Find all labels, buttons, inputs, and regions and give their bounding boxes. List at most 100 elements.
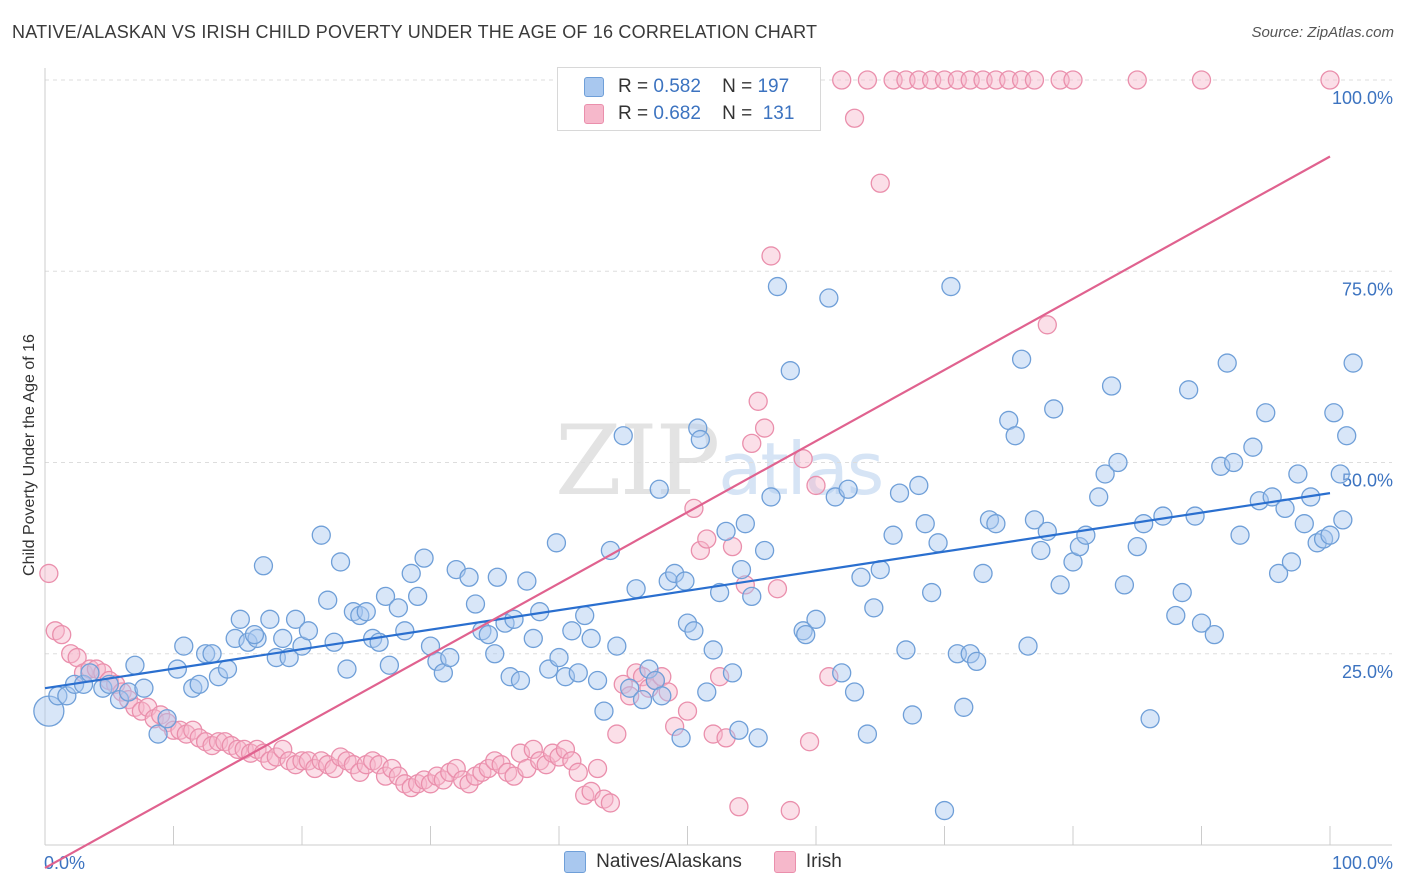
y-tick-label: 100.0%: [1332, 88, 1393, 108]
data-point-native: [703, 640, 723, 660]
legend-row-natives: R = 0.582 N = 197: [584, 75, 789, 99]
data-point-native: [1288, 464, 1308, 484]
data-point-native: [1204, 624, 1224, 645]
data-point-irish: [446, 758, 466, 779]
data-point-irish: [433, 770, 454, 790]
data-point-native: [375, 586, 396, 607]
data-point-native: [729, 720, 749, 740]
data-point-irish: [1024, 70, 1045, 90]
data-point-native: [1223, 452, 1244, 473]
data-point-native: [722, 663, 743, 683]
data-point-native: [1320, 525, 1340, 545]
data-point-native: [915, 514, 935, 534]
data-point-irish: [1320, 70, 1340, 90]
data-point-irish: [799, 732, 820, 752]
data-point-native: [1089, 487, 1109, 507]
data-point-native: [1153, 506, 1173, 526]
data-point-native: [253, 556, 274, 576]
data-point-irish: [607, 724, 627, 744]
trend-line-irish: [44, 155, 1331, 869]
bottom-legend-swatch-blue: [564, 851, 587, 873]
data-point-native: [1031, 540, 1051, 561]
data-point-native: [587, 670, 608, 691]
source-label: Source: ZipAtlas.com: [1251, 24, 1394, 41]
data-point-native: [688, 418, 708, 438]
data-point-native: [671, 728, 691, 748]
data-point-native: [864, 598, 884, 618]
bottom-legend-label-natives: Natives/Alaskans: [596, 851, 742, 872]
data-point-native: [388, 598, 409, 618]
data-point-irish: [806, 475, 826, 496]
legend-r-label: R =: [618, 103, 649, 124]
data-point-irish: [523, 739, 543, 760]
data-point-native: [1185, 506, 1205, 526]
data-point-native: [1172, 582, 1192, 603]
data-point-native: [658, 571, 678, 591]
data-point-native: [311, 525, 331, 545]
data-point-native: [1114, 575, 1135, 595]
data-point-irish: [491, 755, 511, 775]
data-point-native: [731, 559, 752, 580]
legend-r-value: 0.682: [653, 103, 701, 124]
data-point-irish: [780, 800, 800, 821]
data-point-native: [665, 563, 685, 584]
data-point-native: [1044, 399, 1064, 419]
data-point-irish: [1037, 315, 1057, 335]
data-point-native: [230, 609, 250, 629]
data-point-native: [709, 582, 730, 603]
data-point-irish: [754, 418, 775, 438]
data-point-native: [500, 667, 520, 687]
data-point-native: [401, 563, 421, 584]
data-point-native: [298, 621, 319, 641]
data-point-native: [279, 647, 299, 668]
data-point-native: [395, 621, 415, 641]
data-point-native: [960, 644, 980, 664]
data-point-native: [356, 602, 376, 622]
data-point-native: [379, 655, 400, 675]
data-point-native: [260, 609, 280, 629]
data-point-native: [986, 514, 1006, 534]
data-point-native: [485, 644, 505, 664]
data-point-irish: [388, 766, 409, 786]
data-point-irish: [39, 563, 59, 584]
data-point-native: [941, 276, 961, 297]
chart-title: NATIVE/ALASKAN VS IRISH CHILD POVERTY UN…: [12, 22, 818, 42]
legend-n-label: N =: [722, 103, 753, 124]
data-point-native: [80, 663, 100, 683]
data-point-native: [546, 533, 567, 553]
bottom-legend-irish: Irish: [773, 851, 842, 873]
data-point-native: [973, 563, 993, 584]
data-point-irish: [350, 762, 370, 782]
data-point-native: [1134, 514, 1154, 534]
data-point-native: [796, 624, 816, 645]
data-point-native: [896, 640, 916, 660]
data-point-native: [639, 659, 659, 679]
data-point-native: [851, 567, 871, 587]
legend-r-value: 0.582: [653, 76, 701, 97]
data-point-native: [318, 590, 338, 610]
data-point-native: [568, 663, 588, 683]
data-point-native: [754, 540, 775, 561]
data-point-native: [902, 705, 923, 725]
data-point-native: [330, 552, 351, 572]
bottom-legend-label-irish: Irish: [805, 851, 842, 872]
data-point-irish: [1063, 70, 1083, 90]
data-point-native: [1095, 464, 1115, 484]
data-point-native: [922, 582, 942, 603]
data-point-native: [1294, 514, 1314, 534]
data-point-native: [675, 571, 695, 591]
data-point-native: [504, 609, 524, 629]
data-point-native: [716, 521, 736, 541]
data-point-native: [1024, 510, 1045, 530]
legend-swatch-blue: [584, 77, 604, 97]
data-point-native: [697, 682, 717, 702]
data-point-native: [57, 686, 77, 706]
data-point-native: [613, 426, 633, 446]
data-point-native: [684, 621, 704, 641]
data-point-irish: [382, 758, 402, 779]
legend-r-label: R =: [618, 76, 649, 97]
data-point-native: [954, 697, 974, 717]
legend-n-value: 131: [762, 103, 795, 124]
data-point-native: [125, 655, 145, 675]
data-point-native: [1217, 353, 1237, 373]
